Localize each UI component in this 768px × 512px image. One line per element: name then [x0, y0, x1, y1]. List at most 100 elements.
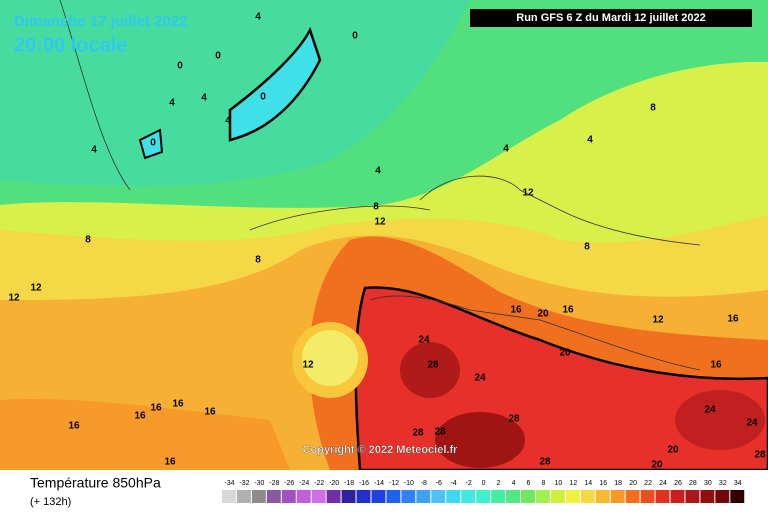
legend-swatch: [236, 490, 251, 503]
contour-label: 12: [522, 188, 534, 199]
run-box: [470, 9, 752, 27]
legend-swatch: [580, 490, 595, 503]
contour-label: 24: [704, 405, 716, 416]
contour-label: 28: [412, 428, 424, 439]
legend-label: 24: [659, 480, 667, 487]
legend-label: -30: [254, 480, 264, 487]
legend-swatch: [670, 490, 685, 503]
legend-swatch: [446, 490, 461, 503]
legend-swatch: [476, 490, 491, 503]
legend-label: -34: [224, 480, 234, 487]
contour-label: 24: [746, 418, 758, 429]
contour-label: 4: [587, 135, 593, 146]
legend-swatch: [266, 490, 281, 503]
legend-label: 28: [689, 480, 697, 487]
legend-label: 8: [541, 480, 545, 487]
legend-swatch: [326, 490, 341, 503]
legend-label: 14: [584, 480, 592, 487]
legend-label: -20: [329, 480, 339, 487]
legend-swatch: [715, 490, 730, 503]
legend-swatch: [281, 490, 296, 503]
legend-swatch: [521, 490, 535, 503]
contour-label: 24: [418, 335, 430, 346]
legend-swatch: [625, 490, 640, 503]
contour-label: 12: [652, 315, 664, 326]
contour-label: 0: [150, 138, 156, 149]
legend-swatch: [595, 490, 610, 503]
contour-label: 4: [201, 93, 207, 104]
time: 20:00 locale: [14, 34, 127, 56]
legend-label: -16: [359, 480, 369, 487]
legend-swatch: [296, 490, 311, 503]
legend-label: -14: [374, 480, 384, 487]
legend-label: 32: [719, 480, 727, 487]
legend-label: 2: [497, 480, 501, 487]
contour-label: 0: [352, 31, 358, 42]
legend-label: 20: [629, 480, 637, 487]
contour-label: 4: [255, 12, 261, 23]
contour-label: 16: [562, 305, 574, 316]
contour-label: 20: [651, 460, 663, 471]
legend-swatch: [655, 490, 670, 503]
contour-label: 16: [710, 360, 722, 371]
legend-swatch: [341, 490, 356, 503]
legend-swatch: [565, 490, 580, 503]
legend-swatch: [506, 490, 520, 503]
legend-swatch: [311, 490, 326, 503]
contour-label: 16: [510, 305, 522, 316]
legend-swatch: [730, 490, 745, 503]
contour-label: 28: [754, 450, 766, 461]
contour-label: 16: [164, 457, 176, 468]
legend-swatch: [535, 490, 550, 503]
contour-label: 12: [30, 283, 42, 294]
copyright: Copyright © 2022 Meteociel.fr: [303, 444, 459, 456]
legend-label: 6: [527, 480, 531, 487]
contour-label: 4: [225, 116, 231, 127]
footer-lead: (+ 132h): [30, 496, 71, 508]
legend-label: 4: [512, 480, 516, 487]
legend-label: 10: [554, 480, 562, 487]
legend-swatch: [700, 490, 715, 503]
date: Dimanche 17 juillet 2022: [14, 13, 187, 30]
legend-label: 22: [644, 480, 652, 487]
legend-label: 12: [569, 480, 577, 487]
contour-label: 16: [68, 421, 80, 432]
legend-label: 16: [599, 480, 607, 487]
contour-label: 8: [373, 202, 379, 213]
contour-label: 16: [134, 411, 146, 422]
contour-label: 16: [727, 314, 739, 325]
contour-label: 20: [537, 309, 549, 320]
footer-title: Température 850hPa: [30, 475, 161, 491]
contour-label: 12: [302, 360, 314, 371]
contour-label: 16: [204, 407, 216, 418]
legend: -34 -32 -30 -28 -26 -24 -22 -20 -18 -16 -14 -12 -10-…: [222, 480, 745, 503]
run: Run GFS 6 Z du Mardi 12 juillet 2022: [516, 12, 706, 24]
legend-swatch: [550, 490, 565, 503]
legend-swatch: [640, 490, 655, 503]
legend-swatch: [416, 490, 431, 503]
legend-label: 30: [704, 480, 712, 487]
legend-label: -22: [314, 480, 324, 487]
legend-label: -10: [404, 480, 414, 487]
legend-label: -26: [284, 480, 294, 487]
legend-swatch: [685, 490, 700, 503]
contour-label: 12: [374, 217, 386, 228]
legend-swatch: [491, 490, 506, 503]
legend-label: -28: [269, 480, 279, 487]
legend-label: -18: [344, 480, 354, 487]
legend-label: -32: [239, 480, 249, 487]
legend-label: -4: [451, 480, 457, 487]
contour-label: 4: [169, 98, 175, 109]
contour-label: 16: [172, 399, 184, 410]
contour-label: 8: [85, 235, 91, 246]
contour-label: 20: [667, 445, 679, 456]
legend-label: -8: [421, 480, 427, 487]
contour-label: 28: [508, 414, 520, 425]
contour-label: 0: [215, 51, 221, 62]
legend-label: 0: [482, 480, 486, 487]
contour-labels: 4 0 0 0 0 4 4 0 4 4 4 4 4 8 8 8 8 12 12 8 12 12 12 12 16 16 20 16 16…: [8, 12, 766, 471]
legend-swatch: [431, 490, 446, 503]
legend-label: -12: [389, 480, 399, 487]
map-background: [0, 0, 768, 472]
